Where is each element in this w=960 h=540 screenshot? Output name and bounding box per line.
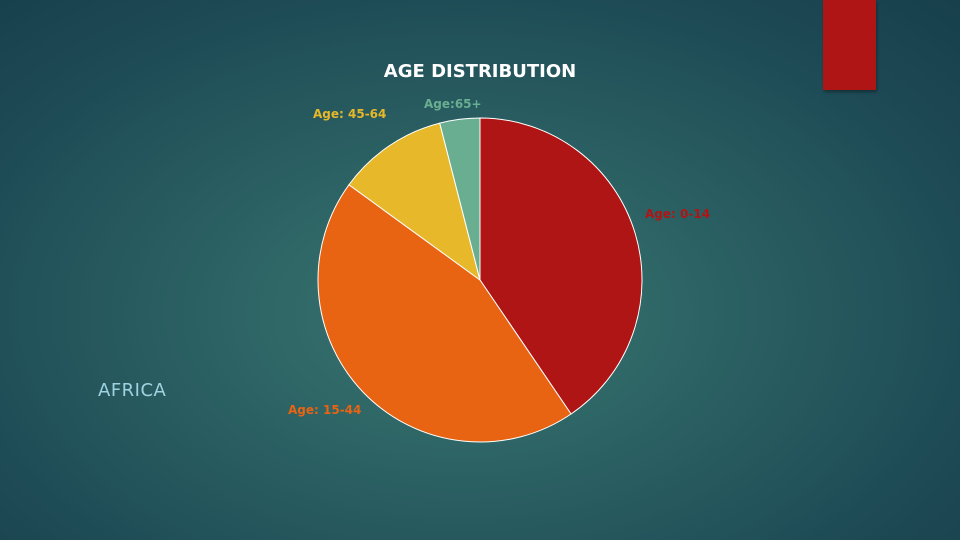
pie-slice xyxy=(479,117,643,415)
region-label: AFRICA xyxy=(98,380,167,401)
accent-bar xyxy=(823,0,876,90)
pie-slice xyxy=(439,117,481,281)
pie-slice xyxy=(317,184,572,443)
slice-labels: Age: 0-14 Age: 15-44 Age: 45-64 Age:65+ xyxy=(288,97,710,417)
pie-slices xyxy=(317,117,643,443)
chart-title: AGE DISTRIBUTION xyxy=(384,61,576,82)
slice-label: Age: 15-44 xyxy=(288,403,361,417)
slice-label: Age:65+ xyxy=(424,97,482,111)
slice-label: Age: 45-64 xyxy=(313,107,386,121)
pie-slice xyxy=(348,122,481,282)
slice-label: Age: 0-14 xyxy=(645,207,710,221)
